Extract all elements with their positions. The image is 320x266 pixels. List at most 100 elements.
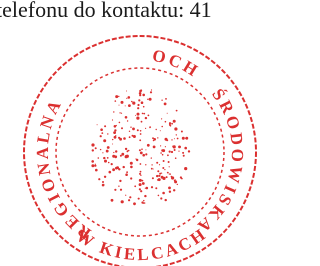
emblem-dot [147,99,148,100]
emblem-dot [139,179,142,182]
emblem-dot [143,200,144,201]
emblem-dot [123,166,125,168]
emblem-dot [126,98,127,99]
emblem-dot [156,162,158,164]
emblem-dot [165,98,167,100]
emblem-dot [176,110,178,112]
emblem-dot [145,164,146,165]
emblem-dot [119,112,120,113]
emblem-dot [123,137,126,140]
emblem-dot [91,160,94,163]
emblem-dot [118,96,119,97]
emblem-dot [127,120,128,121]
emblem-dot [111,163,113,165]
emblem-dot [137,113,140,116]
emblem-dot [145,188,146,189]
emblem-dot [133,135,136,138]
emblem-dot [174,138,175,139]
emblem-dot [126,91,127,92]
emblem-dot [91,143,94,146]
emblem-dot [160,152,162,154]
emblem-dot [167,113,168,114]
emblem-dot [153,138,156,141]
emblem-dot [98,157,100,159]
emblem-dot [137,107,139,109]
emblem-dot [160,130,161,131]
stamp-bottom-text: W KIELCACH [73,224,211,265]
emblem-dot [171,176,174,179]
emblem-dot [115,150,117,152]
emblem-dot [145,153,147,155]
emblem-dot [181,178,183,180]
emblem-dot [185,138,187,140]
emblem-dot [130,162,133,165]
emblem-dot [155,187,157,189]
emblem-dot [114,189,116,191]
emblem-dot [168,161,170,163]
emblem-dot [182,137,185,140]
emblem-dot [131,101,133,103]
emblem-dot [160,197,162,199]
text-line: telefonu do kontaktu: 41 [0,0,212,22]
emblem-dot [115,135,116,136]
emblem-dot [130,177,132,179]
emblem-dot [174,180,177,183]
emblem-dot [118,186,119,187]
emblem-dot [177,184,178,185]
emblem-dot [147,144,150,147]
emblem-dot [143,113,145,115]
emblem-dot [188,150,190,152]
emblem-dot [119,105,120,106]
emblem-dot [176,134,177,135]
emblem-dot [173,145,176,148]
emblem-dot [142,113,144,115]
emblem-dot [130,166,133,169]
emblem-dot [148,115,150,117]
emblem-dot [143,106,145,108]
emblem-dot [162,167,164,169]
emblem-dot [164,103,167,106]
emblem-dot [151,157,152,158]
emblem-dot [162,154,164,156]
emblem-dot [104,176,106,178]
emblem-dot [129,131,130,132]
emblem-dot [128,199,130,201]
stamp-left-path: REGIONALNA [33,95,95,243]
emblem-dot [95,169,98,172]
emblem-dot [167,172,169,174]
emblem-dot [158,195,160,197]
emblem-dot [91,164,94,167]
emblem-dot [165,138,168,141]
emblem-dot [139,188,141,190]
emblem-dot [139,90,142,93]
emblem-dot [163,160,165,162]
emblem-dot [182,152,184,154]
emblem-dot [126,155,129,158]
emblem-dot [109,171,112,174]
emblem-dot [119,122,121,124]
emblem-dot [102,184,105,187]
emblem-dot [175,157,177,159]
emblem-dot [149,98,152,101]
emblem-dot [95,164,96,165]
stamp-left-text: REGIONALNA [33,95,95,243]
emblem-dot [151,168,153,170]
emblem-dot [140,133,142,135]
emblem-dot [121,127,123,129]
emblem-dot [112,139,113,140]
emblem-dot [138,99,140,101]
emblem-dot [141,201,143,203]
stamp-right-text: ŚRODOWISKA [192,85,247,238]
emblem-dot [115,95,118,98]
emblem-dot [164,169,165,170]
stamp: REGIONALNA OCH ŚRODOWISKA W KIELCACH [24,36,256,266]
emblem-dot [135,115,136,116]
emblem-dot [162,192,165,195]
emblem-dot [145,117,147,119]
emblem-dot [165,199,167,201]
emblem-dot [145,128,146,129]
emblem-dot [178,151,179,152]
emblem-dot [168,187,171,190]
emblem-dot [169,122,171,124]
emblem-dot [140,163,142,165]
